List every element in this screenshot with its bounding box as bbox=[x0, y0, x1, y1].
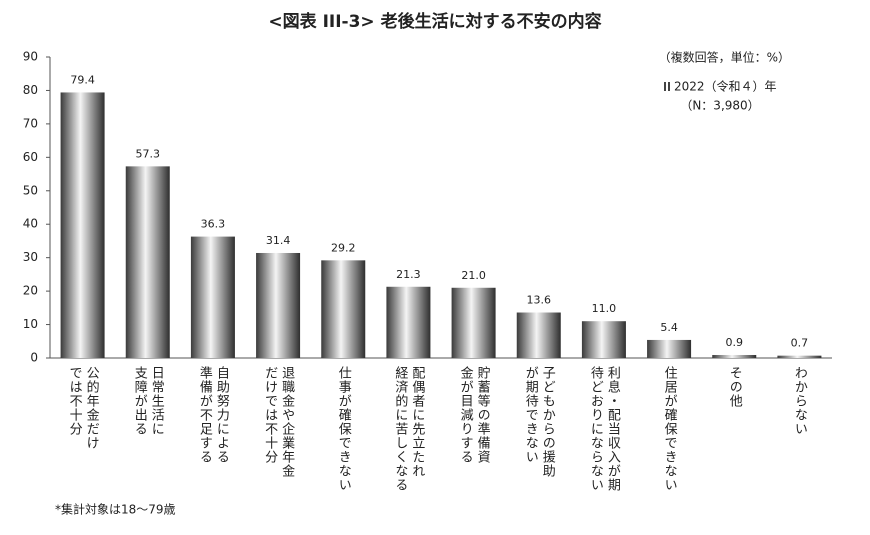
y-tick-label: 40 bbox=[23, 217, 38, 231]
footnote: *集計対象は18～79歳 bbox=[55, 502, 176, 517]
y-tick-label: 90 bbox=[23, 50, 38, 64]
value-label: 21.3 bbox=[396, 268, 421, 281]
value-label: 0.9 bbox=[726, 336, 744, 349]
sample-size: （N：3,980） bbox=[680, 99, 759, 113]
x-tick-label: 利息・配当収入が期 待どおりにならない bbox=[587, 366, 620, 492]
value-label: 57.3 bbox=[136, 147, 161, 160]
legend-label: 2022（令和４）年 bbox=[674, 79, 777, 94]
x-tick-label: 退職金や企業年金 だけでは不十分 bbox=[262, 366, 295, 478]
subtitle: （複数回答，単位：%） bbox=[659, 50, 790, 65]
value-label: 21.0 bbox=[461, 269, 486, 282]
y-tick-label: 0 bbox=[30, 351, 38, 365]
value-label: 29.2 bbox=[331, 241, 356, 254]
y-tick-label: 10 bbox=[23, 317, 38, 331]
value-label: 5.4 bbox=[660, 321, 678, 334]
x-tick-label: 子どもからの援助 が期待できない bbox=[522, 366, 555, 478]
bar bbox=[60, 92, 105, 358]
x-tick-label: 自助努力による 準備が不足する bbox=[196, 366, 229, 464]
value-label: 11.0 bbox=[592, 302, 617, 315]
bar bbox=[581, 321, 626, 358]
bar bbox=[777, 355, 822, 358]
bar bbox=[190, 236, 235, 358]
chart-title: <図表 III-3> 老後生活に対する不安の内容 bbox=[268, 11, 601, 32]
bar bbox=[321, 260, 366, 358]
bar bbox=[451, 287, 496, 358]
y-tick-label: 70 bbox=[23, 116, 38, 130]
bar bbox=[386, 286, 431, 358]
y-tick-label: 50 bbox=[23, 183, 38, 197]
bar bbox=[125, 166, 170, 358]
value-label: 13.6 bbox=[527, 294, 552, 307]
x-tick-label: 日常生活に 支障が出る bbox=[131, 366, 164, 436]
value-label: 36.3 bbox=[201, 218, 226, 231]
bar bbox=[712, 354, 757, 358]
value-label: 31.4 bbox=[266, 234, 291, 247]
bar bbox=[256, 252, 301, 358]
legend-marker bbox=[664, 82, 666, 91]
x-tick-label: 住居が確保できない bbox=[661, 366, 677, 492]
x-tick-label: わからない bbox=[791, 366, 807, 436]
x-tick-label: 配偶者に先立たれ 経済的に苦しくなる bbox=[392, 366, 425, 492]
y-tick-label: 80 bbox=[23, 83, 38, 97]
value-label: 0.7 bbox=[791, 337, 809, 350]
y-tick-label: 20 bbox=[23, 284, 38, 298]
value-label: 79.4 bbox=[70, 73, 95, 86]
x-tick-label: 貯蓄等の準備資 金が目減りする bbox=[457, 366, 490, 464]
y-tick-label: 60 bbox=[23, 150, 38, 164]
legend-marker bbox=[668, 82, 670, 91]
x-tick-label: 公的年金だけ では不十分 bbox=[66, 366, 99, 450]
bar bbox=[647, 339, 692, 358]
y-tick-label: 30 bbox=[23, 250, 38, 264]
x-tick-label: 仕事が確保できない bbox=[335, 366, 351, 492]
x-tick-label: その他 bbox=[726, 366, 742, 408]
bar bbox=[516, 312, 561, 358]
